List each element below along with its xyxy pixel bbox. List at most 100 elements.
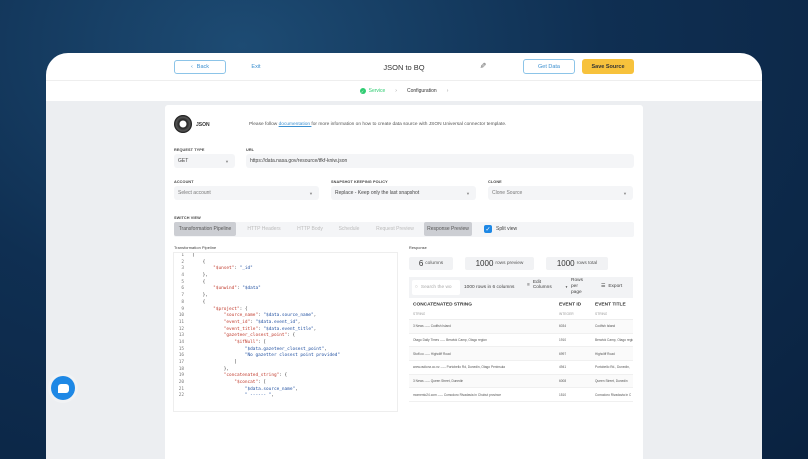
preview-count: 1000 bbox=[475, 259, 494, 268]
account-select[interactable]: Select account ▼ bbox=[174, 186, 319, 200]
account-placeholder: Select account bbox=[178, 190, 211, 196]
code-text: { bbox=[192, 259, 206, 265]
page-title: JSON to BQ bbox=[383, 63, 425, 72]
table-cell: 6008 bbox=[559, 379, 567, 384]
code-text: "$data.gazeteer_closest_point", bbox=[244, 346, 327, 352]
documentation-link[interactable]: documentation bbox=[278, 122, 312, 127]
table-cell: 4941 bbox=[559, 365, 567, 370]
column-header[interactable]: CONCATENATED STRING bbox=[413, 302, 472, 308]
request-type-select[interactable]: GET ▼ bbox=[174, 154, 235, 168]
code-line: 6 "$unwind": "$data" bbox=[174, 286, 397, 293]
request-type-label: REQUEST TYPE bbox=[174, 148, 205, 152]
line-number: 12 bbox=[178, 326, 184, 332]
rows-preview-stat: 1000 rows preview bbox=[465, 257, 534, 270]
columns-text: columns bbox=[425, 261, 444, 266]
line-number: 19 bbox=[178, 373, 184, 379]
tab-request-preview[interactable]: Request Preview bbox=[376, 226, 414, 232]
code-line: 13 "gazeteer_closest_point": { bbox=[174, 333, 397, 340]
code-line: 22 " ------ ", bbox=[174, 393, 397, 400]
table-cell: Stuff.co ----- Highcliff Road bbox=[413, 351, 451, 356]
step-configuration[interactable]: Configuration bbox=[406, 88, 437, 94]
code-text: "source_name": "$data.source_name", bbox=[223, 313, 317, 319]
column-type: STRING bbox=[595, 312, 608, 316]
table-cell: Berwick Camp, Otago region bbox=[595, 338, 633, 343]
table-cell: Otago Daily Times ----- Berwick Camp, Ot… bbox=[413, 338, 487, 343]
back-label: Back bbox=[196, 64, 210, 70]
line-number: 9 bbox=[181, 306, 184, 312]
table-cell: 3 News ----- Queen Street, Dunedin bbox=[413, 379, 464, 384]
clone-select[interactable]: Clone Source ▼ bbox=[488, 186, 633, 200]
table-row[interactable]: 3 News ----- Queen Street, Dunedin 6008 Qu… bbox=[409, 374, 633, 389]
line-number: 8 bbox=[181, 299, 184, 305]
source-name: JSON bbox=[196, 122, 210, 128]
line-number: 13 bbox=[178, 333, 184, 339]
split-view-checkbox[interactable]: ✓ bbox=[484, 225, 492, 233]
pencil-icon[interactable]: ✎ bbox=[477, 62, 487, 69]
table-search-input[interactable]: ○ Search the wo bbox=[412, 280, 460, 295]
exit-button[interactable]: Exit bbox=[251, 64, 261, 70]
column-type: STRING bbox=[413, 312, 426, 316]
line-number: 1 bbox=[181, 253, 184, 258]
table-cell: momento24.com ----- Comodoro Rivadavia i… bbox=[413, 392, 502, 397]
line-number: 6 bbox=[181, 286, 184, 292]
total-text: rows total bbox=[576, 261, 598, 266]
table-cell: Queen Street, Dunedin bbox=[595, 379, 628, 384]
code-line: 1[ bbox=[174, 253, 397, 260]
get-data-button[interactable]: Get Data bbox=[523, 59, 575, 74]
url-input[interactable]: https://data.nasa.gov/resource/tfkf-kniw… bbox=[246, 154, 634, 168]
total-count: 1000 bbox=[556, 259, 575, 268]
line-number: 16 bbox=[178, 353, 184, 359]
table-row[interactable]: Stuff.co ----- Highcliff Road 6997 Highcli… bbox=[409, 347, 633, 362]
stepper: ✓ Service › Configuration › bbox=[46, 81, 762, 101]
code-line: 4 }, bbox=[174, 273, 397, 280]
export-button[interactable]: ☰ Export bbox=[601, 284, 622, 289]
switch-view-label: SWITCH VIEW bbox=[174, 216, 201, 220]
step-service[interactable]: ✓ Service bbox=[359, 88, 386, 94]
snapshot-policy-select[interactable]: Replace - Keep only the last snapshot ▼ bbox=[331, 186, 476, 200]
tab-response-preview[interactable]: Response Preview bbox=[424, 222, 472, 236]
edit-columns-button[interactable]: ≡ Edit Columns bbox=[527, 280, 563, 290]
filter-icon: ≡ bbox=[527, 282, 530, 288]
back-button[interactable]: ‹ Back bbox=[174, 60, 226, 74]
table-cell: 1910 bbox=[559, 338, 567, 343]
account-label: ACCOUNT bbox=[174, 180, 194, 184]
table-row[interactable]: 3 News ----- Codfish Island 6034 Codfish I… bbox=[409, 320, 633, 334]
save-source-button[interactable]: Save Source bbox=[582, 59, 634, 74]
caret-down-icon: ▼ bbox=[309, 190, 313, 196]
tab-transformation-pipeline[interactable]: Transformation Pipeline bbox=[174, 222, 236, 236]
export-label: Export bbox=[608, 284, 623, 289]
code-line: 16 "No gazetter closest point provided" bbox=[174, 353, 397, 360]
table-row[interactable]: momento24.com ----- Comodoro Rivadavia i… bbox=[409, 388, 633, 403]
table-row[interactable]: www.radionz.co.nz ----- Portobello Rd, D… bbox=[409, 361, 633, 375]
snapshot-label: SNAPSHOT KEEPING POLICY bbox=[331, 180, 388, 184]
code-line: 20 "$concat": [ bbox=[174, 380, 397, 387]
line-number: 5 bbox=[181, 279, 184, 285]
table-row[interactable]: Otago Daily Times ----- Berwick Camp, Ot… bbox=[409, 334, 633, 348]
columns-count: 6 bbox=[418, 259, 424, 268]
switch-view-tabs: Transformation Pipeline HTTP Headers HTT… bbox=[174, 222, 634, 237]
code-line: 12 "event_title": "$data.event_title", bbox=[174, 327, 397, 334]
chat-support-button[interactable] bbox=[51, 376, 75, 400]
code-line: 11 "event_id": "$data.event_id", bbox=[174, 320, 397, 327]
rows-per-page-select[interactable]: ▼ Rows per page bbox=[565, 278, 597, 296]
info-pre: Please follow bbox=[249, 122, 279, 127]
tab-http-headers[interactable]: HTTP Headers bbox=[247, 226, 281, 232]
response-table: ○ Search the wo 1000 rows in 6 columns ≡ E… bbox=[409, 277, 633, 417]
column-header[interactable]: EVENT ID bbox=[559, 302, 582, 308]
step-label: Service bbox=[368, 88, 386, 94]
line-number: 7 bbox=[181, 293, 184, 299]
table-cell: 1510 bbox=[559, 392, 567, 397]
code-text: ] bbox=[192, 360, 237, 365]
pipeline-code-editor[interactable]: 1[2 {3 "$unset": "_id" 4 }, 5 {6 "$unwind"… bbox=[173, 252, 398, 412]
top-bar: ‹ Back Exit JSON to BQ ✎ Get Data Save So… bbox=[46, 53, 762, 81]
code-text: "No gazetter closest point provided" bbox=[244, 353, 341, 359]
tab-http-body[interactable]: HTTP Body bbox=[297, 226, 323, 232]
line-number: 11 bbox=[178, 319, 184, 325]
column-header[interactable]: EVENT TITLE bbox=[595, 302, 626, 308]
rows-total-stat: 1000 rows total bbox=[546, 257, 608, 270]
table-cell: 6997 bbox=[559, 351, 567, 356]
code-text: "event_id": "$data.event_id", bbox=[223, 319, 301, 325]
tab-schedule[interactable]: Schedule bbox=[338, 226, 360, 232]
code-line: 8 { bbox=[174, 300, 397, 307]
code-text: "$project": { bbox=[213, 306, 248, 312]
